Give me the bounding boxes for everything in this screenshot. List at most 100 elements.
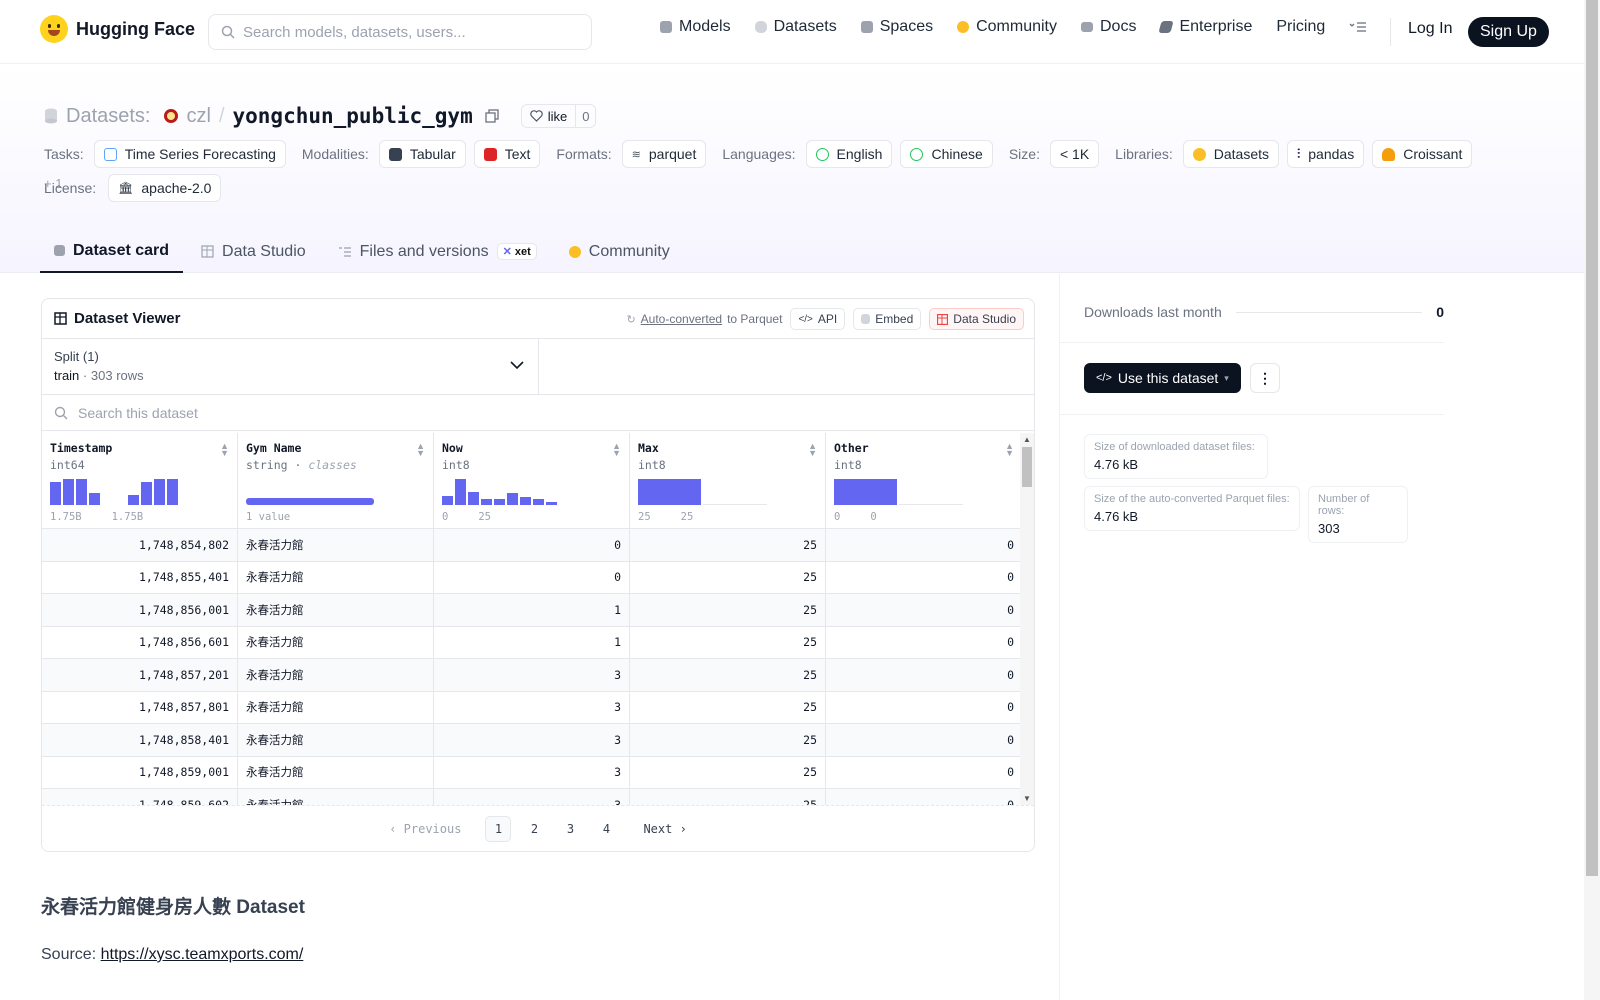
table-row[interactable]: 1,748,857,201 永春活力館 3 25 0 xyxy=(42,659,1022,692)
table-cell[interactable]: 0 xyxy=(434,529,630,561)
histogram-bar[interactable] xyxy=(76,479,87,505)
table-cell[interactable]: 25 xyxy=(630,659,826,691)
page-2-button[interactable]: 2 xyxy=(530,821,539,836)
table-cell[interactable]: 永春活力館 xyxy=(238,659,434,691)
histogram-bar[interactable] xyxy=(128,494,139,505)
table-cell[interactable]: 0 xyxy=(434,561,630,593)
histogram-bar[interactable] xyxy=(481,499,492,505)
histogram-bar[interactable] xyxy=(63,479,74,505)
more-options-button[interactable]: ⋮ xyxy=(1250,363,1280,393)
histogram-bar[interactable] xyxy=(533,499,544,505)
signup-button[interactable]: Sign Up xyxy=(1468,17,1549,47)
table-cell[interactable]: 永春活力館 xyxy=(238,756,434,788)
table-cell[interactable]: 0 xyxy=(1007,635,1014,650)
source-link[interactable]: https://xysc.teamxports.com/ xyxy=(100,946,304,963)
table-cell[interactable]: 3 xyxy=(434,756,630,788)
libraries-more[interactable]: + 1 xyxy=(44,176,63,191)
table-cell[interactable]: 1 xyxy=(434,626,630,658)
table-cell[interactable]: 1,748,855,401 xyxy=(42,561,238,593)
use-this-dataset-button[interactable]: </> Use this dataset ▾ xyxy=(1084,363,1241,393)
sort-icon[interactable]: ▲ ▼ xyxy=(1005,441,1014,458)
table-cell[interactable]: 3 xyxy=(434,789,630,821)
table-cell[interactable]: 25 xyxy=(630,529,826,561)
histogram-bar[interactable] xyxy=(89,493,100,505)
histogram-bar[interactable] xyxy=(442,495,453,505)
table-cell[interactable]: 3 xyxy=(434,659,630,691)
table-cell[interactable]: 25 xyxy=(630,594,826,626)
nav-pricing[interactable]: Pricing xyxy=(1276,18,1325,36)
table-cell[interactable]: 1,748,854,802 xyxy=(42,529,238,561)
page-scroll-thumb[interactable] xyxy=(1586,0,1598,876)
histogram-bar[interactable] xyxy=(50,481,61,505)
table-cell[interactable]: 永春活力館 xyxy=(238,724,434,756)
table-cell[interactable]: 0 xyxy=(1007,602,1014,617)
api-button[interactable]: </> API xyxy=(790,308,846,330)
table-cell[interactable]: 1,748,859,001 xyxy=(42,756,238,788)
column-header[interactable]: Gym Name string · classes ▲ ▼ 1 value xyxy=(238,433,434,528)
repo-type-label[interactable]: Datasets: xyxy=(66,104,151,127)
like-button[interactable]: like 0 xyxy=(520,104,597,128)
table-cell[interactable]: 3 xyxy=(434,724,630,756)
sort-icon[interactable]: ▲ ▼ xyxy=(220,441,229,458)
histogram-bar[interactable] xyxy=(546,502,557,505)
table-row[interactable]: 1,748,859,001 永春活力館 3 25 0 xyxy=(42,756,1022,789)
tab-data-studio[interactable]: Data Studio xyxy=(187,230,320,273)
page-1-button[interactable]: 1 xyxy=(485,815,512,842)
table-cell[interactable]: 1,748,858,401 xyxy=(42,724,238,756)
histogram-bar[interactable] xyxy=(141,481,152,505)
tag-library-datasets[interactable]: Datasets xyxy=(1182,140,1280,168)
table-row[interactable]: 1,748,858,401 永春活力館 3 25 0 xyxy=(42,724,1022,757)
table-cell[interactable]: 0 xyxy=(1007,732,1014,747)
table-cell[interactable]: 1,748,857,201 xyxy=(42,659,238,691)
table-row[interactable]: 1,748,857,801 永春活力館 3 25 0 xyxy=(42,691,1022,724)
table-cell[interactable]: 0 xyxy=(826,789,1022,821)
histogram-bar[interactable] xyxy=(638,479,701,505)
scroll-down-icon[interactable]: ▼ xyxy=(1023,794,1031,803)
copy-icon[interactable] xyxy=(485,109,499,123)
tag-format-parquet[interactable]: ≋ parquet xyxy=(621,140,707,168)
nav-more-menu[interactable] xyxy=(1349,21,1367,33)
auto-converted-link[interactable]: Auto-converted xyxy=(640,312,723,326)
table-cell[interactable]: 0 xyxy=(1007,667,1014,682)
table-cell[interactable]: 25 xyxy=(630,724,826,756)
tag-library-croissant[interactable]: Croissant xyxy=(1372,140,1473,168)
global-search[interactable] xyxy=(208,14,592,50)
table-scrollbar[interactable]: ▲ ▼ xyxy=(1020,433,1034,805)
table-row[interactable]: 1,748,856,601 永春活力館 1 25 0 xyxy=(42,626,1022,659)
tag-language-chinese[interactable]: Chinese xyxy=(900,140,993,168)
tag-task[interactable]: Time Series Forecasting xyxy=(93,140,286,168)
table-cell[interactable]: 1,748,856,001 xyxy=(42,594,238,626)
page-4-button[interactable]: 4 xyxy=(602,821,611,836)
nav-datasets[interactable]: Datasets xyxy=(754,18,837,36)
table-row[interactable]: 1,748,856,001 永春活力館 1 25 0 xyxy=(42,594,1022,627)
scroll-up-icon[interactable]: ▲ xyxy=(1023,435,1031,444)
column-header[interactable]: Timestamp int64 ▲ ▼ 1.75B 1.75B xyxy=(42,433,238,528)
histogram-bar[interactable] xyxy=(154,479,165,505)
table-cell[interactable]: 0 xyxy=(1007,570,1014,585)
sort-icon[interactable]: ▲ ▼ xyxy=(808,441,817,458)
histogram-bar[interactable] xyxy=(455,479,466,505)
column-header[interactable]: Now int8 ▲ ▼ 0 25 xyxy=(434,433,630,528)
data-studio-button[interactable]: Data Studio xyxy=(929,308,1024,330)
repo-owner[interactable]: czl xyxy=(186,104,211,127)
table-cell[interactable]: 永春活力館 xyxy=(238,691,434,723)
table-cell[interactable]: 1,748,856,601 xyxy=(42,626,238,658)
tab-dataset-card[interactable]: Dataset card xyxy=(40,230,184,273)
dataset-search[interactable] xyxy=(42,395,1034,431)
table-row[interactable]: 1,748,855,401 永春活力館 0 25 0 xyxy=(42,561,1022,594)
histogram-bar[interactable] xyxy=(834,479,897,505)
histogram-bar[interactable] xyxy=(520,497,531,505)
table-cell[interactable]: 永春活力館 xyxy=(238,626,434,658)
page-3-button[interactable]: 3 xyxy=(566,821,575,836)
table-cell[interactable]: 永春活力館 xyxy=(238,529,434,561)
table-cell[interactable]: 3 xyxy=(434,691,630,723)
tag-modality-tabular[interactable]: Tabular xyxy=(378,140,466,168)
histogram-bar[interactable] xyxy=(167,479,178,505)
tag-license[interactable]: 🏛 apache-2.0 xyxy=(108,174,222,202)
table-cell[interactable]: 25 xyxy=(630,691,826,723)
table-cell[interactable]: 25 xyxy=(630,756,826,788)
sort-icon[interactable]: ▲ ▼ xyxy=(612,441,621,458)
table-cell[interactable]: 25 xyxy=(630,626,826,658)
table-cell[interactable]: 永春活力館 xyxy=(238,594,434,626)
table-cell[interactable]: 25 xyxy=(630,561,826,593)
